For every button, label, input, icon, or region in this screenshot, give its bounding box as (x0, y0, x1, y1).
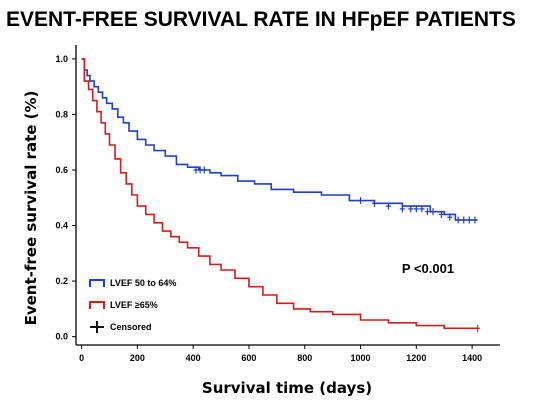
censor-mark (371, 199, 377, 207)
x-tick-label: 400 (186, 353, 201, 363)
censor-mark (193, 166, 199, 174)
legend-swatch-censored (90, 321, 104, 333)
legend-label-2: LVEF ≥65% (110, 300, 158, 310)
censor-mark (358, 197, 364, 205)
x-tick-label: 800 (297, 353, 312, 363)
legend-label-3: Censored (110, 322, 152, 332)
censor-mark (419, 205, 425, 213)
x-tick-label: 0 (79, 353, 84, 363)
chart-title: EVENT-FREE SURVIVAL RATE IN HFpEF PATIEN… (6, 8, 516, 31)
series-line-1 (81, 58, 478, 221)
y-tick-label: 1.0 (55, 54, 68, 64)
censor-mark (447, 213, 453, 221)
y-tick-label: 0.0 (55, 332, 68, 342)
x-tick-label: 600 (241, 353, 256, 363)
censor-layer (193, 166, 481, 332)
censor-mark (413, 205, 419, 213)
series-line-2 (81, 58, 478, 330)
censor-mark (430, 208, 436, 216)
legend-swatch-2 (89, 301, 105, 309)
censor-mark (385, 202, 391, 210)
ticks: 0 200 400 600 800 1000 1200 1400 0.0 0.2 0.4 0.6 0.8… (55, 54, 482, 363)
axes (75, 45, 500, 346)
x-tick-label: 200 (130, 353, 145, 363)
y-tick-label: 0.6 (55, 165, 68, 175)
x-tick-label: 1000 (351, 353, 371, 363)
p-value-annotation: P <0.001 (402, 261, 454, 276)
y-tick-label: 0.2 (55, 276, 68, 286)
x-tick-label: 1200 (406, 353, 426, 363)
legend-label-1: LVEF 50 to 64% (110, 278, 176, 288)
censor-mark (472, 216, 478, 224)
y-tick-label: 0.8 (55, 109, 68, 119)
y-tick-label: 0.4 (55, 221, 68, 231)
y-axis-label: Event-free survival rate (%) (22, 91, 40, 326)
x-tick-label: 1400 (462, 353, 482, 363)
censor-mark (399, 205, 405, 213)
censor-mark (466, 216, 472, 224)
censor-mark (201, 166, 207, 174)
legend-swatch-1 (89, 279, 105, 287)
censor-mark (455, 216, 461, 224)
censor-mark (438, 210, 444, 218)
censor-mark (424, 208, 430, 216)
censor-mark (475, 324, 481, 332)
censor-mark (408, 205, 414, 213)
censor-mark (197, 166, 203, 174)
x-axis-label: Survival time (days) (202, 379, 372, 397)
censor-mark (461, 216, 467, 224)
legend: LVEF 50 to 64% LVEF ≥65% Censored (89, 278, 176, 333)
